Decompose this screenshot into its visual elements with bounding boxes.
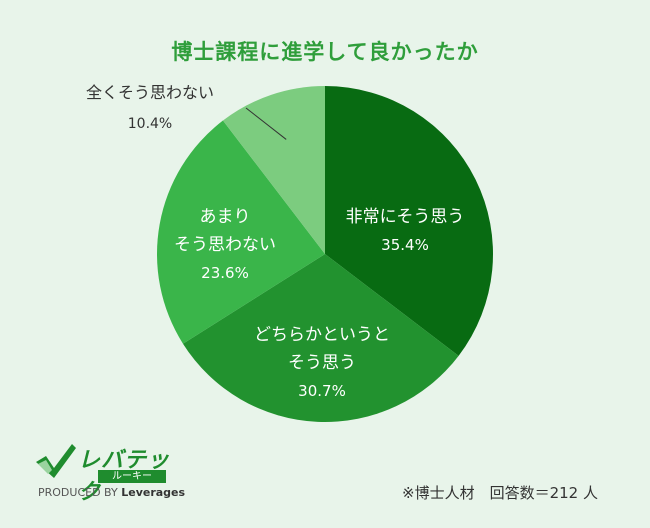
slice-label: あまり xyxy=(200,207,251,227)
credit-prefix: PRODUCED BY xyxy=(38,486,118,499)
logo-name: レバテック xyxy=(78,448,171,505)
slice-label: 全くそう思わない xyxy=(86,83,214,102)
logo-credit: PRODUCED BY Leverages xyxy=(38,486,185,499)
pie-slice xyxy=(157,120,325,344)
chart-title: 博士課程に進学して良かったか xyxy=(171,40,479,64)
slice-label: そう思う xyxy=(288,353,356,373)
logo-sub: ルーキー xyxy=(98,470,166,483)
slice-value-label: 23.6% xyxy=(201,264,249,282)
pie-slice xyxy=(325,86,494,356)
levtech-rookie-logo: レバテック ルーキー PRODUCED BY Leverages xyxy=(36,442,186,505)
pie-slice xyxy=(222,86,325,254)
slice-value-label: 30.7% xyxy=(298,382,346,400)
credit-brand: Leverages xyxy=(121,486,186,499)
leader-line xyxy=(245,107,287,140)
slice-label: 非常にそう思う xyxy=(346,207,465,227)
check-mark-icon xyxy=(36,444,76,478)
pie-slice xyxy=(182,254,459,422)
slice-value-label: 10.4% xyxy=(128,116,172,132)
slice-value-label: 35.4% xyxy=(381,236,429,254)
respondents-note: ※博士人材 回答数＝212 人 xyxy=(402,484,598,502)
slice-label: そう思わない xyxy=(174,235,276,255)
slice-label: どちらかというと xyxy=(254,325,390,345)
